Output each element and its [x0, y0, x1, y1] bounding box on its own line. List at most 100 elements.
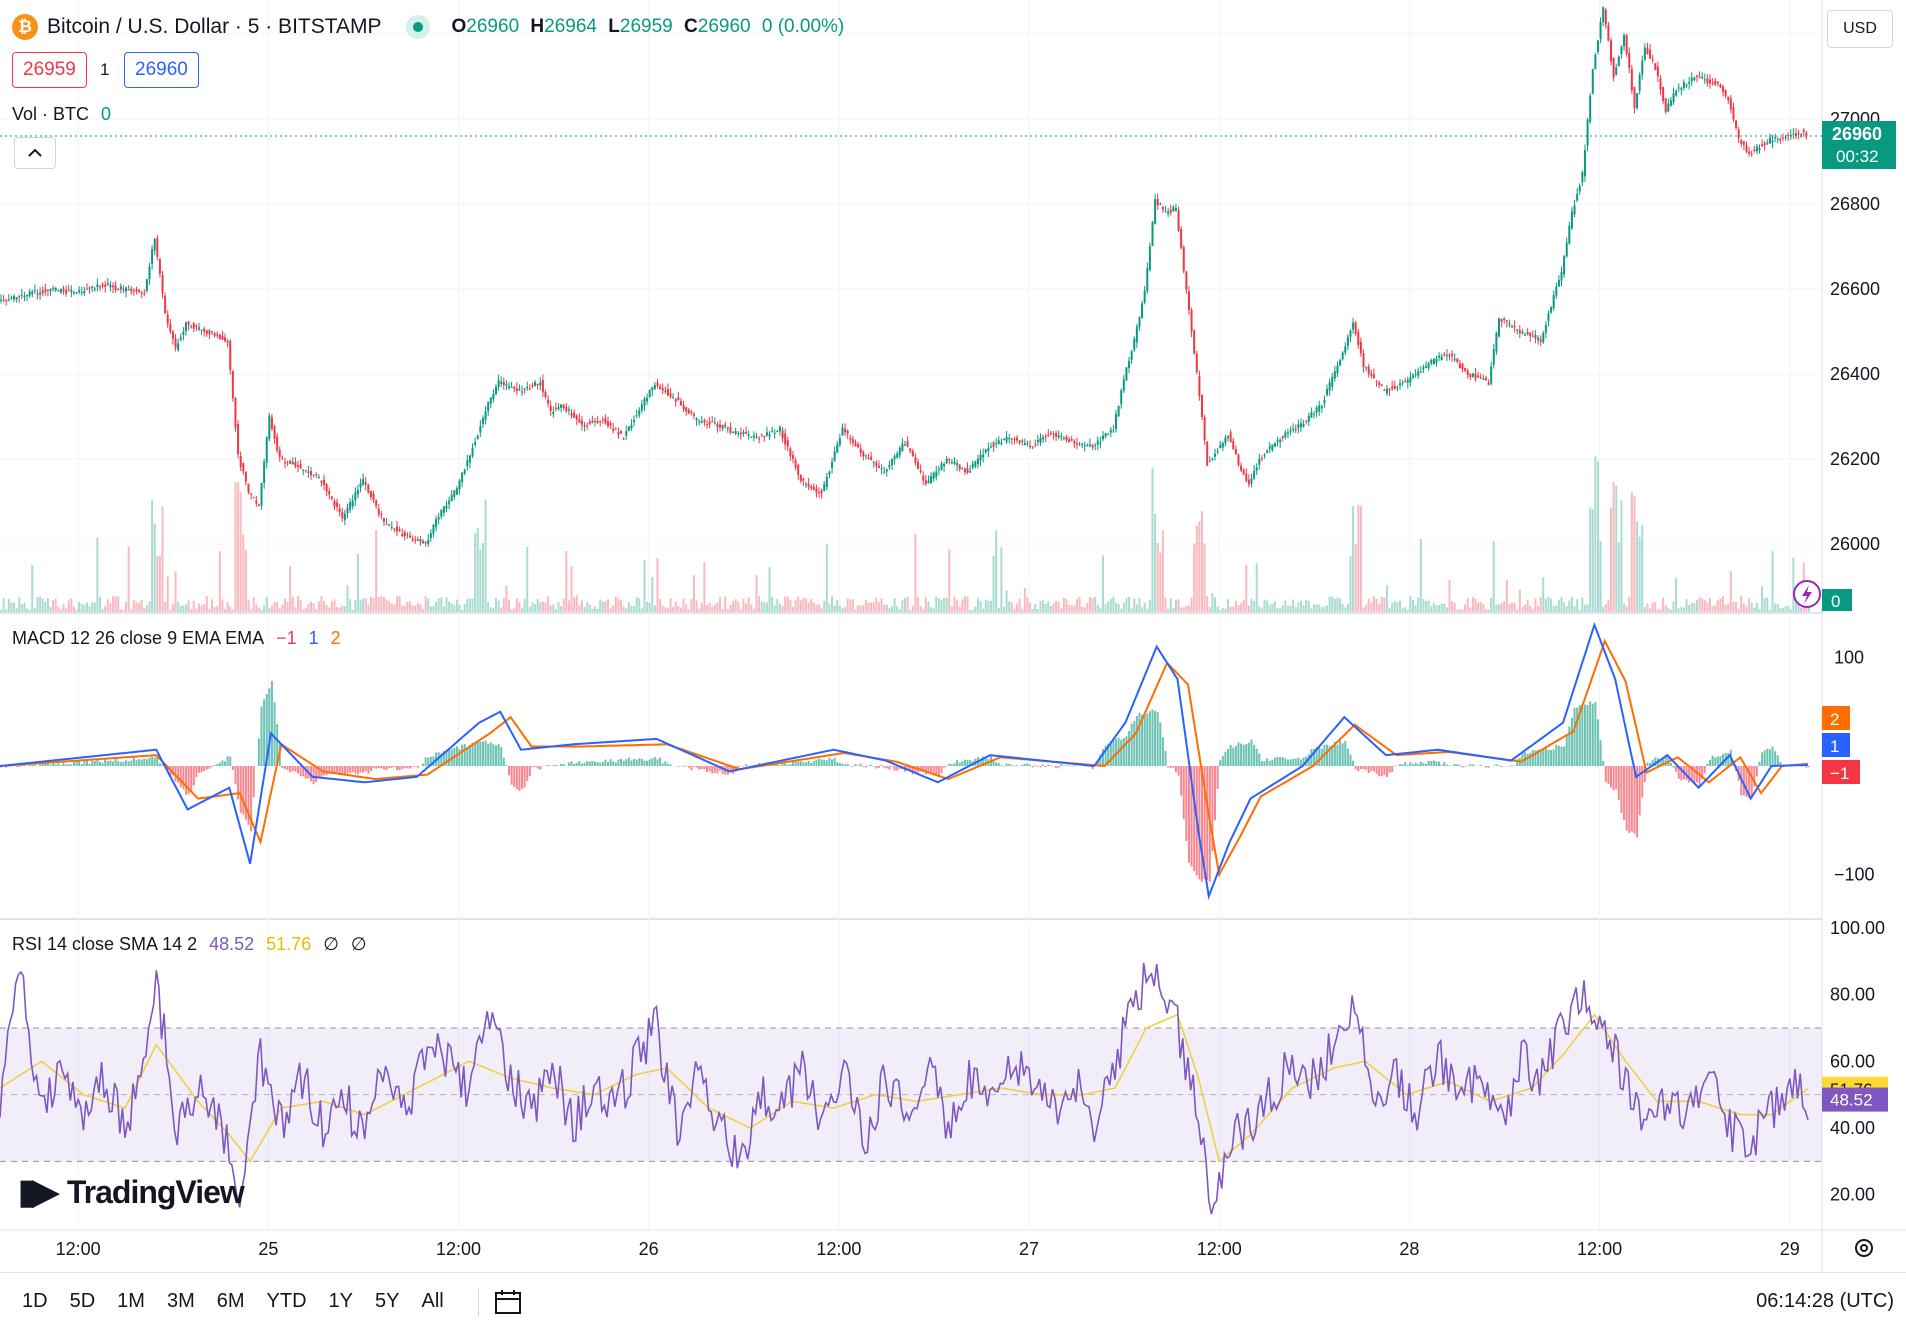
- volume-bar: [1521, 606, 1524, 612]
- volume-bar: [1122, 603, 1125, 612]
- macd-hist-bar: [593, 761, 596, 766]
- utc-clock[interactable]: 06:14:28 (UTC): [1756, 1290, 1894, 1312]
- candle-body: [296, 465, 299, 468]
- volume-bar: [567, 600, 570, 612]
- macd-hist-bar: [312, 766, 315, 785]
- candle-body: [1719, 84, 1722, 88]
- macd-hist-bar: [88, 763, 91, 766]
- candle-body: [1784, 137, 1787, 139]
- macd-tick-label: −100: [1834, 865, 1875, 885]
- rsi-tick-label: 60.00: [1830, 1051, 1875, 1071]
- macd-hist-bar: [1245, 743, 1248, 766]
- candle-body: [31, 291, 34, 295]
- volume-bar: [1372, 596, 1375, 612]
- volume-bar: [849, 599, 852, 612]
- volume-bar: [1800, 607, 1803, 612]
- volume-bar: [1690, 602, 1693, 612]
- volume-bar: [1628, 596, 1631, 612]
- sell-price-button[interactable]: 26959: [12, 52, 87, 88]
- buy-price-button[interactable]: 26960: [124, 52, 199, 88]
- macd-hist-bar: [888, 766, 891, 770]
- candle-body: [1724, 90, 1727, 97]
- macd-hist-bar: [513, 766, 516, 787]
- candle-body: [1602, 7, 1605, 22]
- volume-bar: [1636, 521, 1639, 612]
- rsi-tick-label: 20.00: [1830, 1185, 1875, 1205]
- volume-bar: [1349, 556, 1352, 612]
- calendar-range-icon[interactable]: [477, 1287, 523, 1316]
- volume-bar: [864, 599, 867, 612]
- range-button-6m[interactable]: 6M: [216, 1290, 245, 1312]
- range-button-1m[interactable]: 1M: [117, 1290, 145, 1312]
- volume-bar: [164, 601, 167, 612]
- range-button-all[interactable]: All: [421, 1290, 444, 1312]
- volume-bar: [1432, 602, 1435, 612]
- candle-body: [1586, 119, 1589, 146]
- volume-bar: [1310, 608, 1313, 612]
- macd-hist-bar: [721, 766, 724, 774]
- candle-body: [239, 456, 242, 467]
- range-button-5d[interactable]: 5D: [69, 1290, 96, 1312]
- range-button-3m[interactable]: 3M: [166, 1290, 195, 1312]
- volume-bar: [463, 604, 466, 612]
- collapse-legend-button[interactable]: [14, 137, 56, 169]
- volume-bar: [1542, 577, 1545, 612]
- range-button-5y[interactable]: 5Y: [375, 1290, 400, 1312]
- candle-body: [1172, 206, 1175, 212]
- volume-bar: [1581, 597, 1584, 612]
- tradingview-watermark[interactable]: ▮▶ TradingView: [18, 1172, 245, 1212]
- range-button-1y[interactable]: 1Y: [328, 1290, 354, 1312]
- rsi-legend[interactable]: RSI 14 close SMA 14 2 48.52 51.76 ∅ ∅: [12, 934, 367, 955]
- symbol-legend[interactable]: ₿ Bitcoin / U.S. Dollar · 5 · BITSTAMP O…: [12, 12, 850, 42]
- candle-body: [0, 299, 2, 301]
- candle-body: [1625, 34, 1628, 54]
- volume-bar: [343, 606, 346, 612]
- macd-hist-bar: [52, 763, 55, 766]
- candle-body: [909, 448, 912, 451]
- macd-hist-bar: [810, 762, 813, 766]
- volume-bar: [924, 597, 927, 612]
- volume-bar: [656, 558, 659, 612]
- volume-bar: [791, 607, 794, 612]
- macd-hist-bar: [515, 766, 518, 790]
- macd-hist-bar: [711, 766, 714, 774]
- macd-hist-bar: [1774, 751, 1777, 766]
- volume-bar: [1068, 604, 1071, 612]
- volume-bar: [875, 597, 878, 612]
- candle-body: [1354, 322, 1357, 334]
- range-button-1d[interactable]: 1D: [22, 1290, 48, 1312]
- low-value: 26959: [619, 16, 673, 37]
- macd-hist-bar: [1203, 766, 1206, 879]
- candle-body: [1164, 211, 1167, 213]
- volume-bar: [919, 605, 922, 612]
- candle-body: [286, 461, 289, 463]
- range-button-ytd[interactable]: YTD: [266, 1290, 307, 1312]
- candle-body: [1412, 375, 1415, 378]
- time-tick-label: 12:00: [1197, 1239, 1242, 1259]
- volume-bar: [995, 530, 998, 612]
- macd-hist-bar: [1612, 766, 1615, 791]
- candle-body: [659, 386, 662, 390]
- volume-legend[interactable]: Vol · BTC 0: [12, 104, 111, 125]
- macd-hist-bar: [1484, 766, 1487, 768]
- macd-hist-bar: [1049, 765, 1052, 766]
- macd-hist-bar: [1313, 749, 1316, 766]
- volume-bar: [893, 598, 896, 612]
- volume-bar: [1313, 604, 1316, 612]
- volume-bar: [260, 609, 263, 612]
- candle-body: [1776, 139, 1779, 141]
- volume-bar: [1002, 606, 1005, 612]
- symbol-title[interactable]: Bitcoin / U.S. Dollar · 5 · BITSTAMP: [47, 15, 382, 38]
- gear-icon[interactable]: [1852, 1236, 1876, 1260]
- candle-body: [976, 458, 979, 465]
- rsi-label: RSI 14 close SMA 14 2: [12, 934, 198, 954]
- macd-hist-bar: [109, 760, 112, 766]
- macd-hist-bar: [263, 699, 266, 766]
- macd-legend[interactable]: MACD 12 26 close 9 EMA EMA −1 1 2: [12, 628, 341, 649]
- macd-hist-bar: [1010, 764, 1013, 766]
- volume-bar: [706, 605, 709, 612]
- volume-bar: [588, 604, 591, 612]
- candle-body: [1193, 330, 1196, 354]
- currency-selector[interactable]: USD: [1827, 10, 1893, 48]
